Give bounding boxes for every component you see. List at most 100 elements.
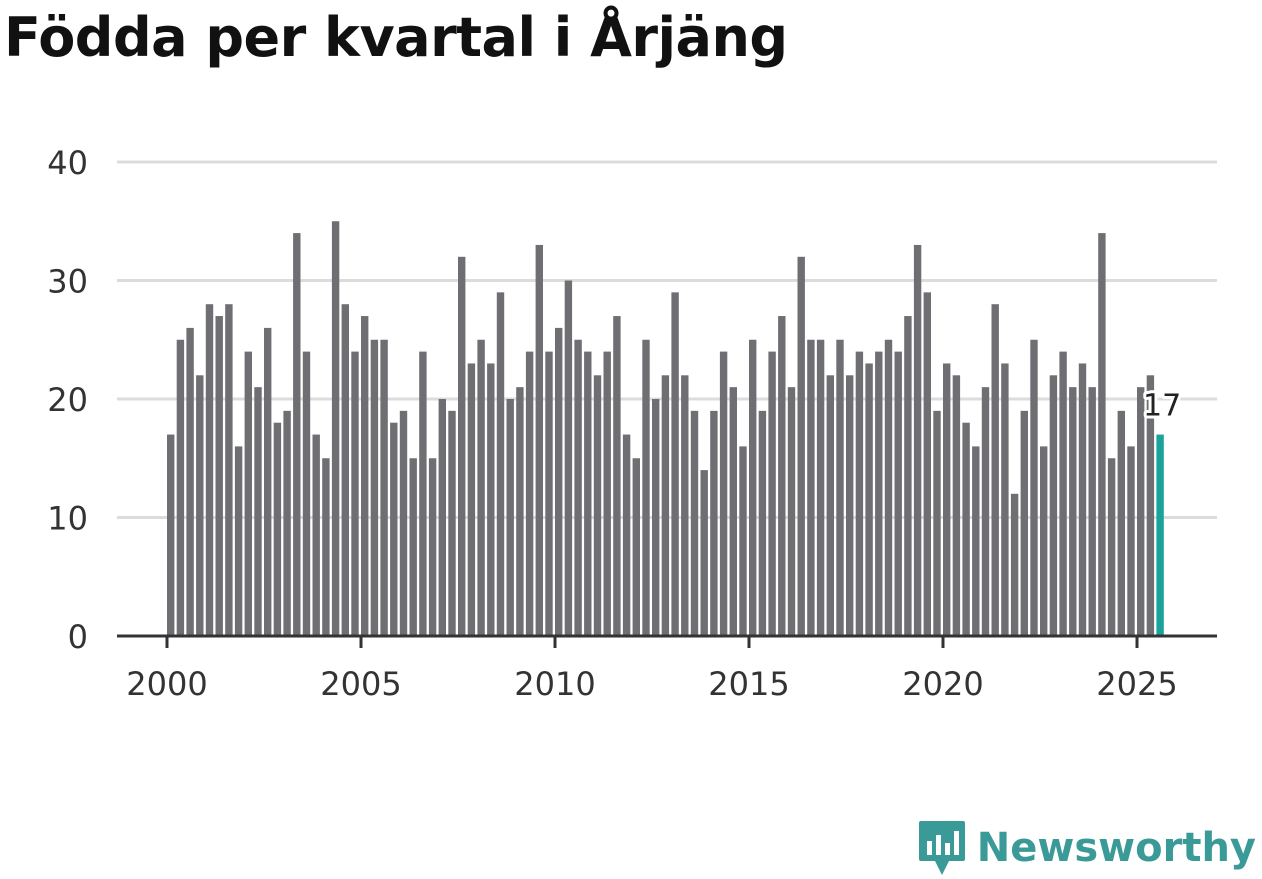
bar — [1001, 363, 1009, 636]
bar — [826, 375, 834, 636]
x-tick-label: 2020 — [902, 665, 983, 703]
bar — [816, 339, 825, 636]
newsworthy-logo: Newsworthy — [917, 819, 1256, 877]
bar — [254, 387, 262, 636]
logo-text: Newsworthy — [976, 825, 1256, 871]
bar — [681, 375, 689, 636]
bar — [322, 458, 330, 636]
bar — [991, 304, 999, 636]
bar — [438, 399, 446, 636]
bar — [1059, 351, 1067, 636]
bar — [1107, 458, 1116, 636]
bar — [506, 399, 514, 636]
bar — [584, 351, 592, 636]
bar — [331, 221, 340, 636]
bar — [496, 292, 505, 636]
bar — [341, 304, 349, 636]
bar — [894, 351, 902, 636]
bar — [923, 292, 931, 636]
bar — [749, 339, 757, 636]
bar — [535, 244, 543, 636]
bar — [729, 387, 737, 636]
bar — [312, 434, 320, 636]
y-tick-label: 10 — [47, 500, 88, 538]
bar — [661, 375, 670, 636]
bar — [370, 339, 379, 636]
bar — [778, 316, 786, 636]
x-tick-label: 2025 — [1096, 665, 1177, 703]
bar — [671, 292, 679, 636]
x-tick-label: 2010 — [514, 665, 595, 703]
logo-icon — [918, 821, 965, 875]
bar — [836, 339, 844, 636]
bar — [419, 351, 427, 636]
bar — [167, 434, 175, 636]
bar — [758, 410, 767, 636]
bar — [642, 339, 650, 636]
bar — [234, 446, 243, 636]
y-tick-label: 40 — [47, 144, 88, 182]
bar — [273, 422, 282, 636]
bar — [1040, 446, 1048, 636]
highlight-value-label: 17 — [1143, 389, 1181, 424]
bar — [768, 351, 776, 636]
bar — [409, 458, 417, 636]
bar-chart: 0 10 20 30 40 17 2000 2005 2010 2015 2020 2025 — [47, 144, 1217, 703]
bar — [1030, 339, 1038, 636]
bar — [196, 375, 204, 636]
y-tick-label: 20 — [47, 381, 88, 419]
bar — [215, 316, 223, 636]
bar — [399, 410, 408, 636]
bar-highlight — [1156, 434, 1164, 636]
bar — [1098, 233, 1106, 636]
bar — [205, 304, 214, 636]
bar — [458, 256, 466, 636]
bar — [855, 351, 864, 636]
bar — [525, 351, 534, 636]
bar — [710, 410, 718, 636]
bar — [1117, 410, 1125, 636]
bar — [564, 280, 573, 636]
bar — [972, 446, 980, 636]
bar — [516, 387, 524, 636]
y-tick-label: 30 — [47, 263, 88, 301]
bar — [545, 351, 553, 636]
bar — [1010, 493, 1019, 636]
bar — [1127, 446, 1135, 636]
chart-title: Födda per kvartal i Årjäng — [4, 6, 788, 69]
bar — [797, 256, 805, 636]
bar — [1049, 375, 1058, 636]
bar — [719, 351, 728, 636]
bar — [622, 434, 631, 636]
bar — [1069, 387, 1077, 636]
bar — [884, 339, 893, 636]
bar — [283, 410, 291, 636]
x-tick-label: 2000 — [126, 665, 207, 703]
bar — [487, 363, 495, 636]
bar — [574, 339, 582, 636]
bar — [865, 363, 873, 636]
bar — [264, 327, 272, 636]
bar — [690, 410, 699, 636]
x-tick-label: 2005 — [320, 665, 401, 703]
bar — [933, 410, 941, 636]
bar — [962, 422, 970, 636]
bar — [244, 351, 252, 636]
bars — [167, 221, 1164, 636]
bar — [176, 339, 185, 636]
bar — [293, 233, 301, 636]
bar — [787, 387, 796, 636]
bar — [1078, 363, 1087, 636]
bar — [380, 339, 388, 636]
bar — [846, 375, 854, 636]
bar — [361, 316, 369, 636]
bar — [952, 375, 961, 636]
y-tick-label: 0 — [68, 618, 88, 656]
bar — [390, 422, 398, 636]
bar — [739, 446, 747, 636]
bar — [1020, 410, 1028, 636]
bar — [652, 399, 660, 636]
bar — [1088, 387, 1096, 636]
bar — [1137, 387, 1145, 636]
bar — [700, 470, 708, 636]
